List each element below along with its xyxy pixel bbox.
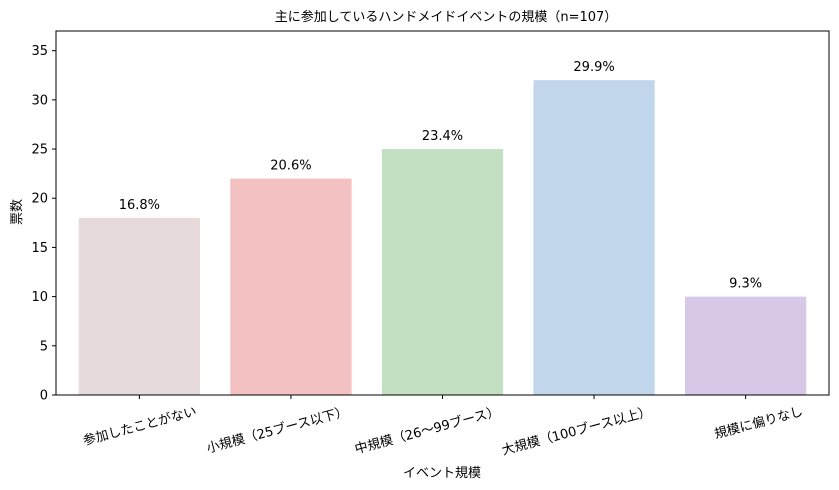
x-tick-label: 参加したことがない <box>81 403 198 449</box>
y-tick-label: 30 <box>31 93 48 108</box>
y-tick-label: 10 <box>31 290 48 305</box>
plot-frame <box>55 30 830 396</box>
bar <box>533 80 655 396</box>
y-tick-label: 20 <box>31 192 48 207</box>
y-tick-label: 35 <box>31 44 48 59</box>
bar <box>381 149 504 395</box>
chart-title: 主に参加しているハンドメイドイベントの規模（n=107） <box>275 9 618 25</box>
data-label: 29.9% <box>573 60 614 75</box>
x-tick-label: 中規模（26〜99ブース） <box>353 403 501 457</box>
y-tick-label: 15 <box>31 241 48 256</box>
data-label: 23.4% <box>422 129 463 144</box>
data-label: 16.8% <box>119 198 160 213</box>
y-axis-label: 票数 <box>10 199 25 225</box>
data-label: 9.3% <box>729 277 762 292</box>
bar <box>685 296 807 395</box>
bars-group <box>78 80 807 396</box>
x-axis: 参加したことがない 小規模（25ブース以下） 中規模（26〜99ブース）大規模（10… <box>81 395 805 459</box>
x-axis-label: イベント規模 <box>403 466 481 481</box>
y-tick-label: 25 <box>31 143 48 158</box>
data-label: 20.6% <box>270 159 311 174</box>
bar <box>230 178 352 395</box>
x-tick-label: 小規模（25ブース以下） <box>205 403 350 456</box>
y-tick-label: 0 <box>40 389 48 404</box>
x-tick-label: 規模に偏りなし <box>713 404 805 442</box>
y-axis: 0 5 10 15 20 25 30 35 <box>31 44 56 404</box>
data-labels-group: 16.8% 20.6% 23.4% 29.9% 9.3% <box>119 60 762 291</box>
bar <box>78 217 200 395</box>
x-tick-label: 大規模（100ブース以上） <box>500 403 653 458</box>
y-tick-label: 5 <box>40 339 48 354</box>
